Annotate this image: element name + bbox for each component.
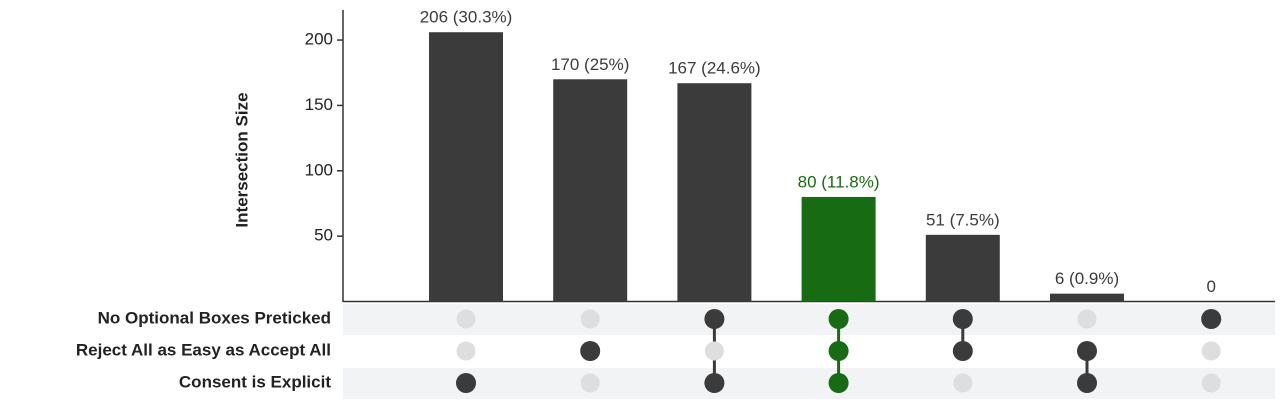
empty-dot (580, 309, 600, 329)
member-dot (1077, 341, 1097, 361)
member-dot (456, 373, 476, 393)
row-band (343, 304, 1275, 335)
set-label: No Optional Boxes Preticked (98, 308, 331, 327)
value-label: 80 (11.8%) (798, 172, 880, 191)
y-tick-label: 100 (305, 160, 333, 179)
empty-dot (1201, 341, 1221, 361)
bar (1050, 293, 1124, 302)
row-band (343, 368, 1275, 399)
y-tick-label: 200 (305, 30, 333, 49)
bar (801, 196, 876, 302)
member-dot (704, 373, 725, 393)
bar (553, 79, 628, 302)
empty-dot (456, 309, 476, 329)
member-dot (1077, 373, 1097, 393)
member-dot (828, 341, 849, 361)
set-label: Consent is Explicit (179, 372, 331, 391)
set-label: Reject All as Easy as Accept All (76, 340, 331, 359)
value-label: 0 (1206, 277, 1215, 296)
y-tick-label: 150 (305, 95, 333, 114)
value-label: 170 (25%) (551, 55, 629, 74)
member-dot (704, 309, 725, 329)
empty-dot (580, 373, 600, 393)
value-label: 51 (7.5%) (926, 210, 1000, 229)
member-dot (1201, 309, 1222, 329)
empty-dot (953, 373, 973, 393)
member-dot (952, 341, 973, 361)
value-label: 167 (24.6%) (668, 59, 761, 78)
bar (429, 32, 503, 302)
empty-dot (1077, 309, 1097, 329)
y-tick-label: 50 (314, 226, 333, 245)
bar (925, 234, 1000, 302)
empty-dot (456, 341, 476, 361)
member-dot (580, 341, 601, 361)
empty-dot (704, 341, 724, 361)
bar (677, 83, 752, 302)
value-label: 6 (0.9%) (1055, 269, 1119, 288)
value-label: 206 (30.3%) (420, 8, 513, 27)
empty-dot (1201, 373, 1221, 393)
member-dot (952, 309, 973, 329)
member-dot (828, 373, 849, 393)
y-axis-title: Intersection Size (232, 92, 251, 227)
member-dot (828, 309, 849, 329)
